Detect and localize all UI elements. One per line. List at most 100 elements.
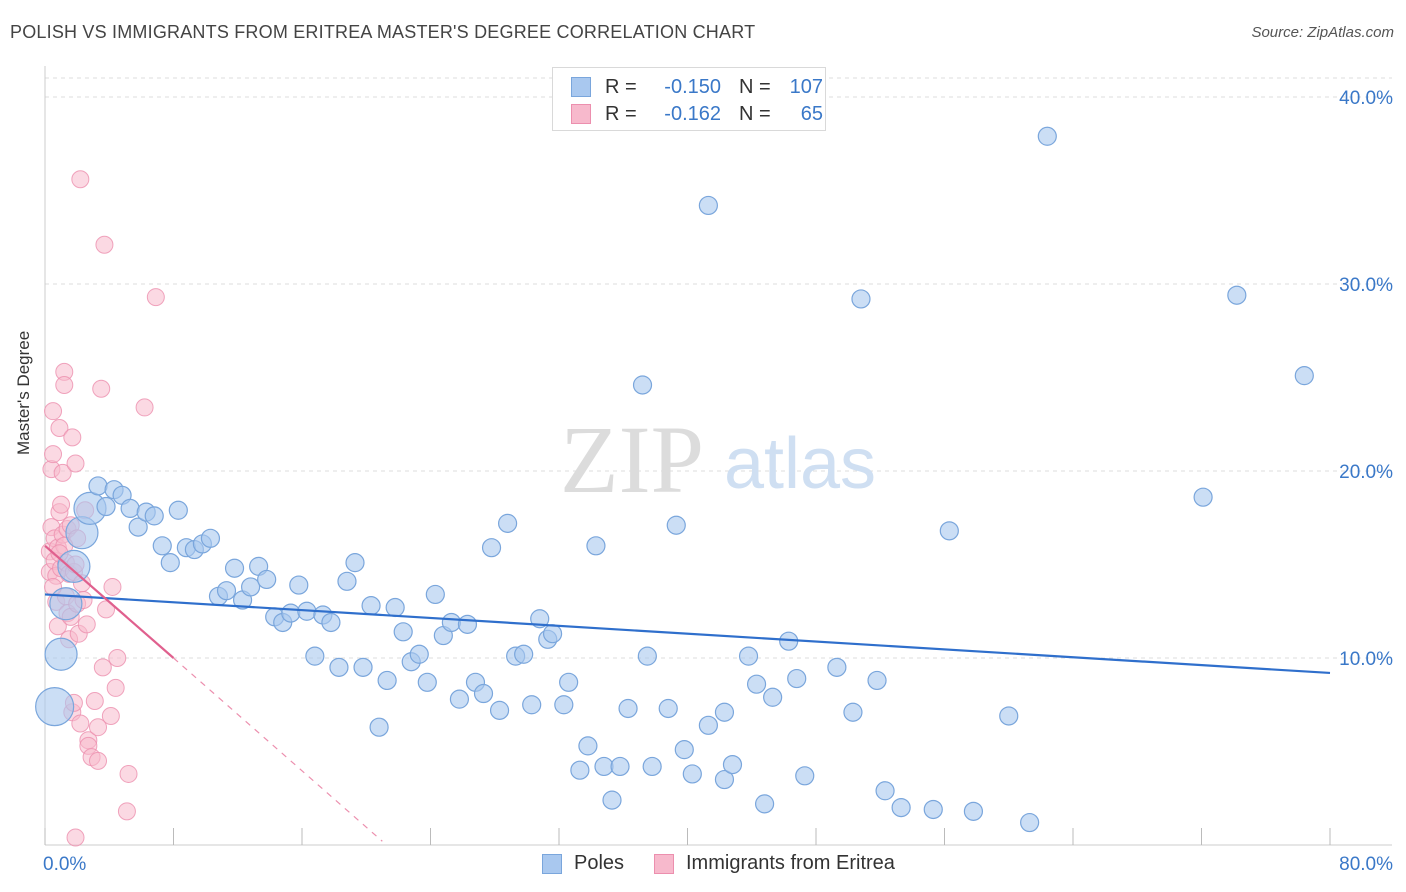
poles-point (361, 596, 381, 616)
poles-point (377, 670, 397, 691)
eritrea-swatch (654, 853, 674, 874)
eritrea-point (146, 288, 165, 307)
eritrea-point (71, 714, 90, 733)
poles-point (522, 695, 542, 715)
eritrea-point (89, 751, 108, 770)
eritrea-point (119, 764, 138, 783)
trend-layer (44, 544, 1331, 842)
poles-point (35, 687, 75, 727)
eritrea-point (95, 235, 114, 254)
poles-point (369, 717, 389, 737)
poles-point (1020, 812, 1040, 833)
poles-point (57, 549, 91, 583)
poles-point (658, 698, 678, 719)
poles-point (594, 756, 614, 777)
poles-trendline (44, 593, 1331, 675)
series-legend: Poles Immigrants from Eritrea (0, 852, 1406, 878)
poles-point (345, 553, 365, 573)
eritrea-point (66, 454, 85, 473)
eritrea-point (44, 402, 63, 421)
poles-point (795, 766, 815, 786)
poles-point (241, 577, 261, 597)
poles-point (481, 538, 502, 558)
poles-point (128, 517, 148, 537)
axis-layer (44, 66, 1392, 846)
legend-item-poles[interactable]: Poles (542, 852, 624, 875)
legend-label-poles: Poles (574, 852, 625, 874)
eritrea-point (52, 495, 71, 514)
poles-point (96, 496, 116, 517)
poles-point (632, 375, 653, 395)
poles-point (1294, 366, 1314, 386)
eritrea-point (106, 678, 125, 697)
poles-point (449, 689, 470, 709)
eritrea-point (50, 418, 69, 437)
eritrea-swatch (571, 104, 591, 124)
poles-point (168, 500, 188, 520)
poles-point (618, 698, 638, 719)
poles-point (353, 657, 373, 677)
eritrea-point (53, 463, 72, 482)
n-label: N = (739, 75, 771, 98)
poles-point (216, 581, 237, 601)
eritrea-point (117, 802, 136, 821)
poles-point (305, 646, 325, 666)
poles-point (329, 657, 349, 677)
poles-point (763, 687, 783, 707)
poles-point (152, 536, 172, 556)
grid-layer (45, 77, 1392, 659)
legend-item-eritrea[interactable]: Immigrants from Eritrea (654, 852, 895, 875)
poles-point (602, 790, 622, 810)
source-credit: Source: ZipAtlas.com (1251, 24, 1394, 41)
x-tick-label: 80.0% (1339, 854, 1393, 875)
poles-point (393, 622, 413, 642)
n-value: 65 (800, 102, 823, 125)
poles-point (746, 674, 767, 694)
watermark-zip: ZIP (560, 406, 704, 513)
poles-point (570, 760, 590, 780)
poles-point (489, 700, 510, 720)
poles-point (514, 644, 534, 664)
poles-point (891, 797, 911, 818)
r-value: -0.150 (664, 75, 721, 98)
poles-point (1037, 126, 1057, 146)
eritrea-trendline (44, 544, 175, 659)
legend-row-eritrea: R = -0.162 N = 65 (571, 101, 823, 127)
poles-point (714, 702, 735, 722)
poles-point (851, 289, 871, 309)
poles-point (586, 536, 606, 556)
poles-point (144, 506, 164, 526)
poles-point (457, 614, 478, 634)
y-tick-label: 20.0% (1339, 462, 1393, 483)
r-value: -0.162 (664, 102, 721, 125)
legend-row-poles: R = -0.150 N = 107 (571, 74, 823, 100)
poles-point (49, 587, 83, 621)
series-poles-points (35, 126, 1314, 833)
eritrea-point (92, 379, 111, 398)
poles-point (610, 756, 630, 777)
eritrea-trendline-extension (173, 657, 383, 842)
eritrea-point (135, 398, 154, 417)
eritrea-point (77, 615, 96, 634)
x-tick-label: 0.0% (43, 854, 86, 875)
eritrea-point (71, 170, 90, 189)
poles-point (939, 521, 959, 541)
eritrea-point (103, 577, 122, 596)
poles-point (257, 569, 277, 590)
poles-point (923, 799, 943, 820)
tick-labels: 10.0% 20.0% 30.0% 40.0% 0.0% 80.0% (43, 88, 1393, 875)
poles-point (200, 528, 221, 548)
chart-title: POLISH VS IMMIGRANTS FROM ERITREA MASTER… (10, 22, 756, 42)
poles-point (44, 637, 78, 671)
y-tick-label: 10.0% (1339, 649, 1393, 670)
eritrea-point (44, 445, 63, 464)
r-label: R = (605, 102, 637, 125)
poles-point (682, 764, 702, 784)
stats-legend: R = -0.150 N = 107 R = -0.162 N = 65 (552, 67, 826, 131)
eritrea-point (93, 658, 112, 677)
poles-swatch (542, 853, 562, 874)
poles-point (722, 754, 743, 775)
poles-point (698, 715, 718, 735)
poles-point (160, 553, 180, 573)
